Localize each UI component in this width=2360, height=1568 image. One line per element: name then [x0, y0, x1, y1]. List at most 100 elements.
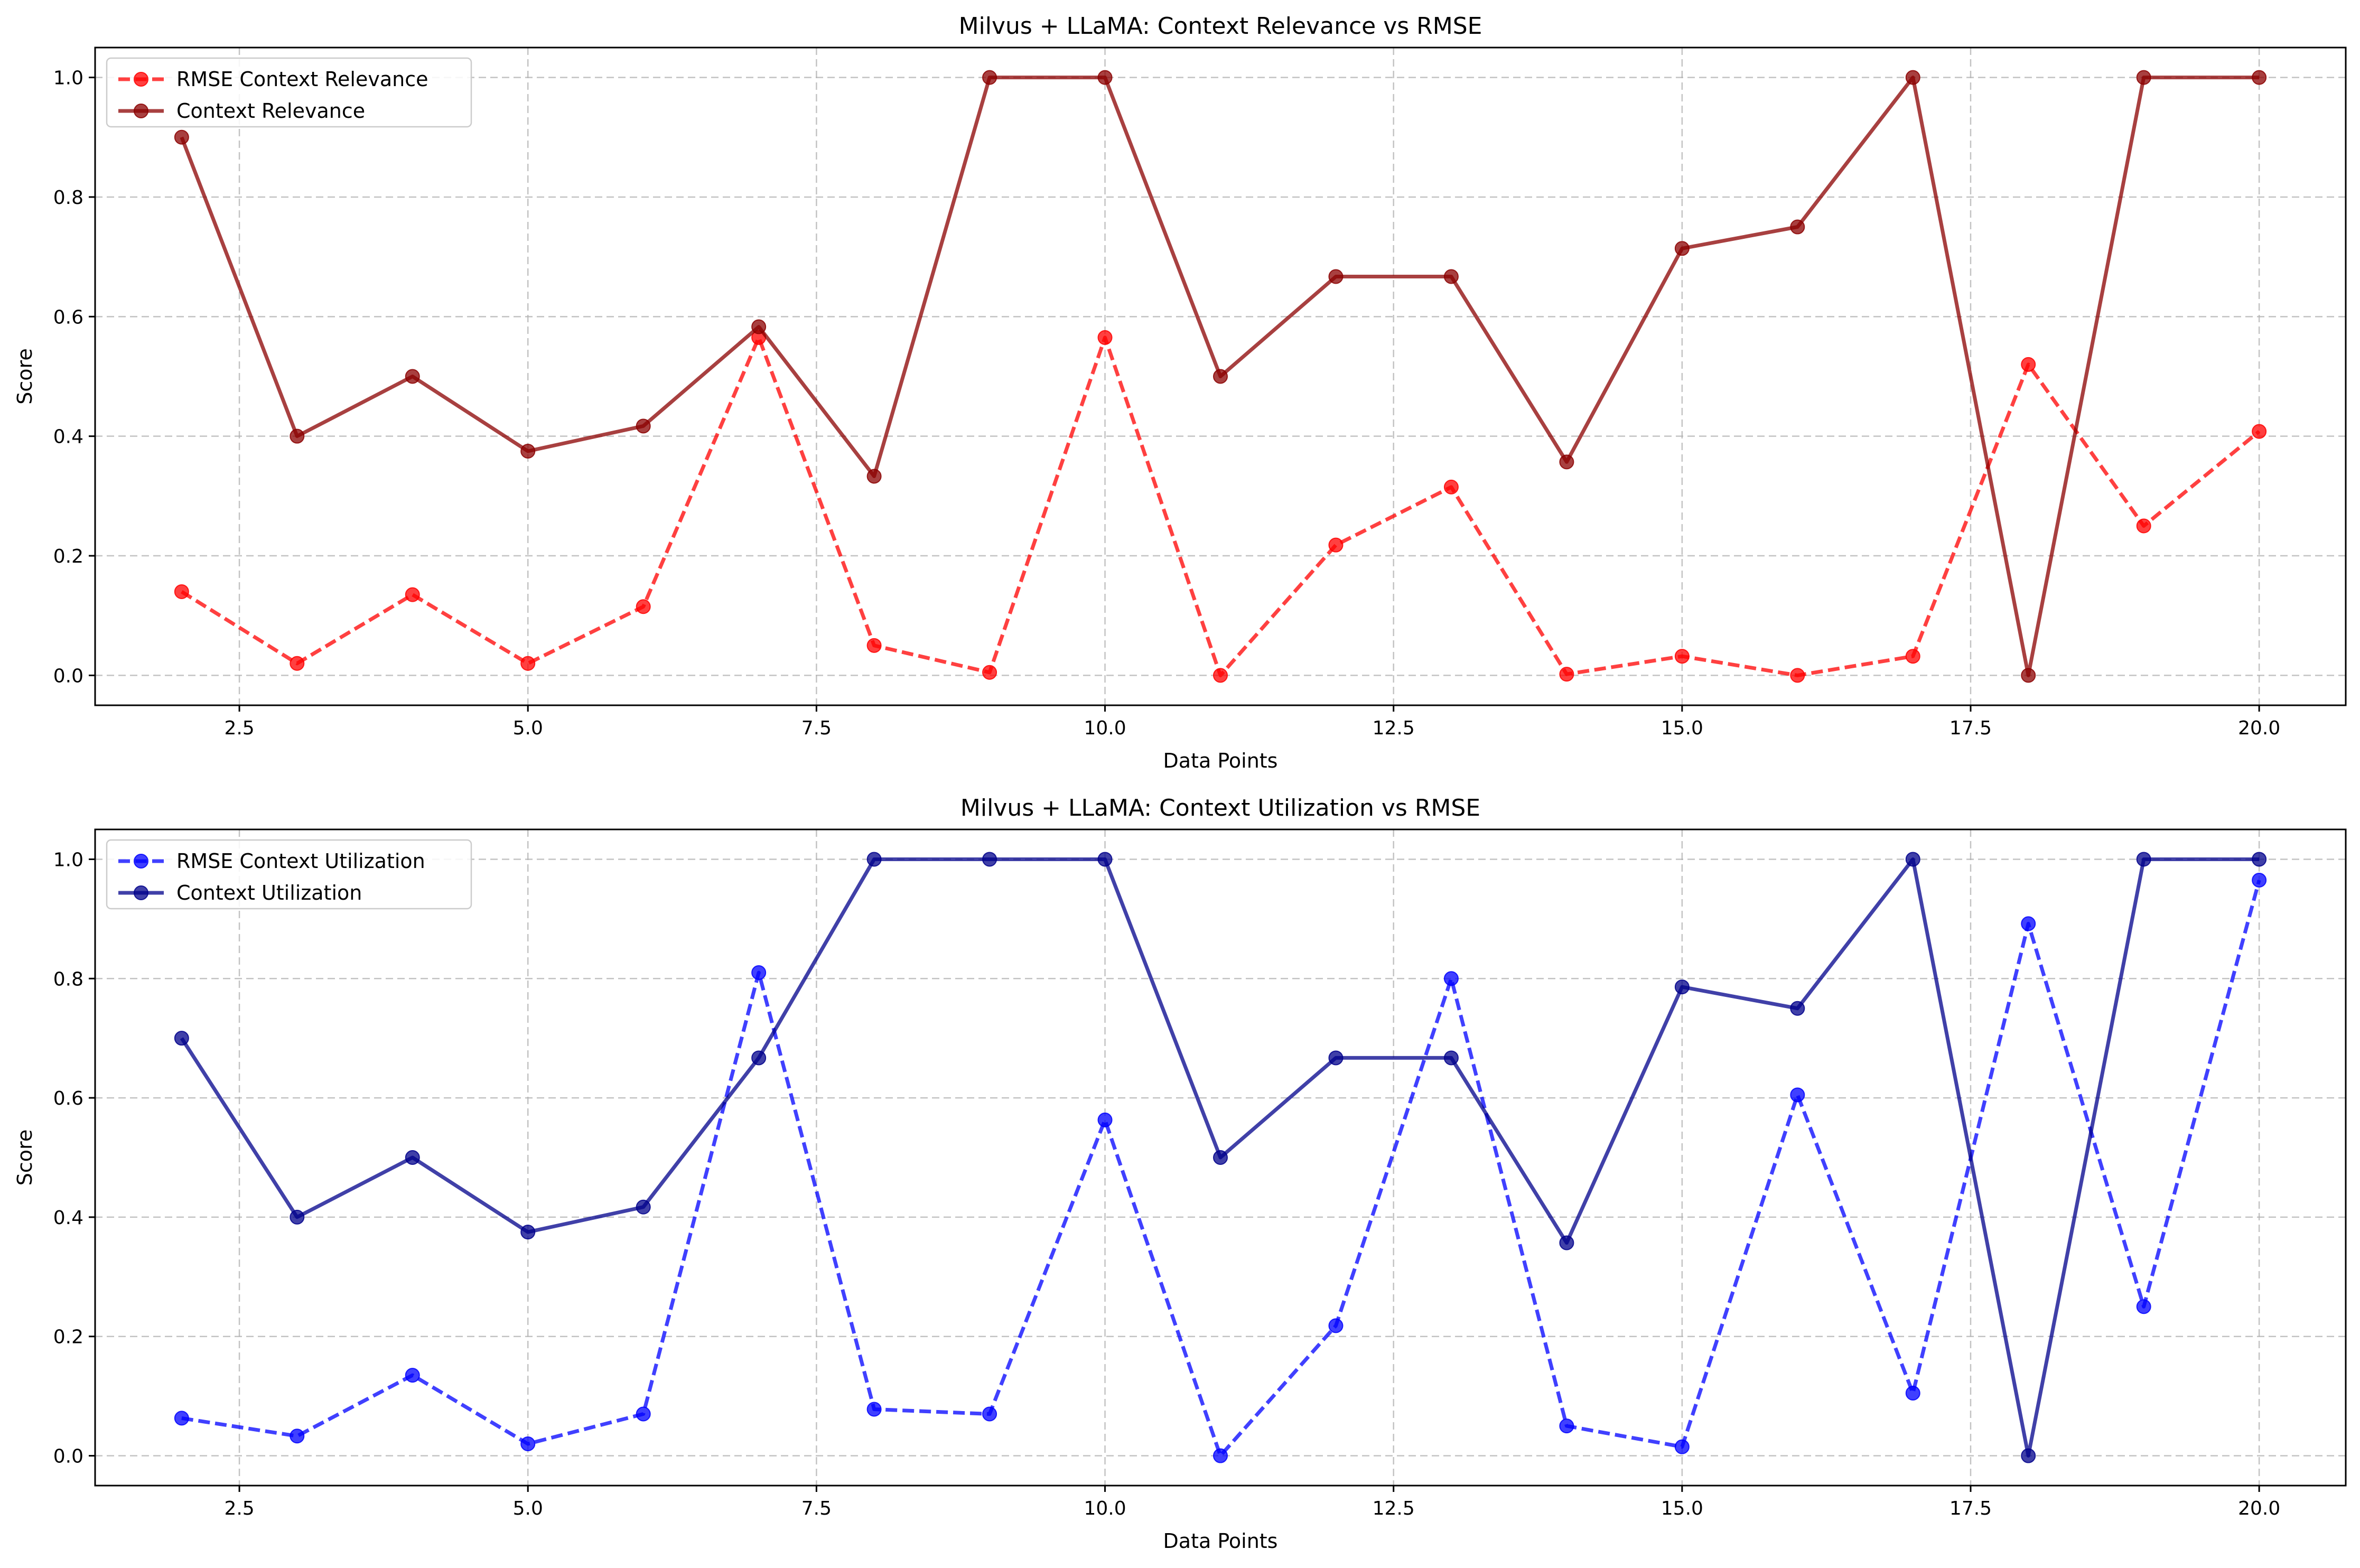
data-point — [2136, 852, 2151, 867]
data-point — [982, 1406, 997, 1422]
data-point — [2021, 916, 2036, 931]
x-tick-label: 2.5 — [224, 1498, 254, 1519]
data-point — [1443, 479, 1459, 494]
data-point — [1674, 1439, 1690, 1454]
data-point — [1097, 1112, 1113, 1127]
data-point — [405, 369, 420, 384]
data-point — [636, 599, 651, 614]
legend-entry-label: Context Utilization — [176, 881, 362, 904]
y-axis-label: Score — [13, 348, 36, 404]
x-tick-label: 17.5 — [1949, 717, 1992, 739]
data-point — [982, 70, 997, 85]
x-tick-label: 12.5 — [1373, 717, 1415, 739]
data-point — [866, 1402, 882, 1417]
y-tick-label: 0.4 — [53, 1207, 83, 1229]
x-tick-label: 10.0 — [1084, 717, 1126, 739]
data-point — [866, 469, 882, 484]
x-tick-label: 17.5 — [1949, 1498, 1992, 1519]
data-point — [751, 319, 767, 334]
data-point — [1559, 667, 1574, 682]
x-tick-label: 2.5 — [224, 717, 254, 739]
plot-frame — [94, 828, 2347, 1487]
data-point — [2252, 424, 2267, 439]
data-point — [751, 965, 767, 980]
y-tick-label: 0.2 — [53, 1327, 83, 1348]
data-point — [1674, 649, 1690, 664]
data-point — [751, 1050, 767, 1066]
legend-box — [106, 839, 472, 910]
x-tick-label: 20.0 — [2238, 717, 2280, 739]
data-point — [1905, 852, 1920, 867]
y-tick-label: 0.8 — [53, 187, 83, 209]
data-point — [1790, 1087, 1805, 1103]
data-point — [174, 1411, 189, 1426]
data-point — [1443, 269, 1459, 284]
data-point — [290, 1209, 305, 1225]
series-rmse-context-relevance — [174, 330, 2267, 683]
data-point — [1328, 1318, 1344, 1333]
plot-frame — [94, 46, 2347, 706]
data-point — [2021, 668, 2036, 683]
data-point — [1905, 70, 1920, 85]
data-point — [1097, 330, 1113, 345]
chart-title: Milvus + LLaMA: Context Utilization vs R… — [960, 795, 1480, 822]
data-point — [2252, 872, 2267, 888]
data-point — [520, 1225, 536, 1240]
series-rmse-context-utilization — [174, 872, 2267, 1463]
x-tick-label: 5.0 — [513, 1498, 543, 1519]
data-point — [1905, 1385, 1920, 1401]
y-axis-label: Score — [13, 1130, 36, 1186]
data-point — [1213, 1448, 1228, 1463]
x-tick-label: 10.0 — [1084, 1498, 1126, 1519]
data-point — [405, 587, 420, 602]
data-point — [1443, 1050, 1459, 1066]
data-point — [1905, 649, 1920, 664]
data-point — [1790, 219, 1805, 235]
chart-title: Milvus + LLaMA: Context Relevance vs RMS… — [959, 13, 1482, 40]
x-tick-label: 7.5 — [801, 1498, 832, 1519]
x-tick-label: 15.0 — [1661, 717, 1703, 739]
data-point — [1213, 668, 1228, 683]
data-point — [1674, 979, 1690, 995]
chart-panel-2: 2.5 5.0 7.5 10.0 12.5 15.0 17.5 20.0 0.0 0.2 0.4 0.… — [13, 795, 2347, 1553]
data-point — [2252, 852, 2267, 867]
series-line — [181, 880, 2261, 1458]
chart-panel-1: 2.5 5.0 7.5 10.0 12.5 15.0 17.5 20.0 0.0 0.2 0.4 0.… — [13, 13, 2347, 772]
x-tick-label: 7.5 — [801, 717, 832, 739]
x-tick-label: 20.0 — [2238, 1498, 2280, 1519]
data-point — [866, 852, 882, 867]
y-tick-label: 0.8 — [53, 968, 83, 990]
data-point — [1674, 241, 1690, 256]
series-context-relevance — [174, 70, 2267, 683]
data-point — [405, 1150, 420, 1165]
data-point — [2021, 357, 2036, 372]
legend-swatch-marker — [134, 885, 148, 900]
data-point — [1328, 1050, 1344, 1066]
data-point — [1213, 369, 1228, 384]
x-axis-label: Data Points — [1163, 1529, 1278, 1553]
y-tick-label: 0.4 — [53, 426, 83, 448]
legend-swatch-marker — [134, 104, 148, 118]
data-point — [636, 418, 651, 434]
data-point — [290, 1429, 305, 1444]
y-tick-label: 0.6 — [53, 1088, 83, 1109]
y-tick-label: 0.2 — [53, 546, 83, 567]
y-tick-label: 0.0 — [53, 665, 83, 687]
data-point — [174, 1031, 189, 1046]
data-point — [405, 1368, 420, 1383]
y-tick-label: 1.0 — [53, 849, 83, 871]
series-context-utilization — [174, 852, 2267, 1463]
data-point — [982, 665, 997, 680]
x-tick-label: 12.5 — [1373, 1498, 1415, 1519]
data-point — [982, 852, 997, 867]
legend-entry-label: Context Relevance — [176, 99, 365, 123]
data-point — [1790, 668, 1805, 683]
data-point — [2021, 1448, 2036, 1463]
data-point — [1559, 454, 1574, 470]
data-point — [2252, 70, 2267, 85]
legend: RMSE Context Utilization Context Utilizat… — [106, 839, 472, 910]
data-point — [1443, 971, 1459, 986]
data-point — [1790, 1001, 1805, 1016]
data-point — [290, 656, 305, 671]
